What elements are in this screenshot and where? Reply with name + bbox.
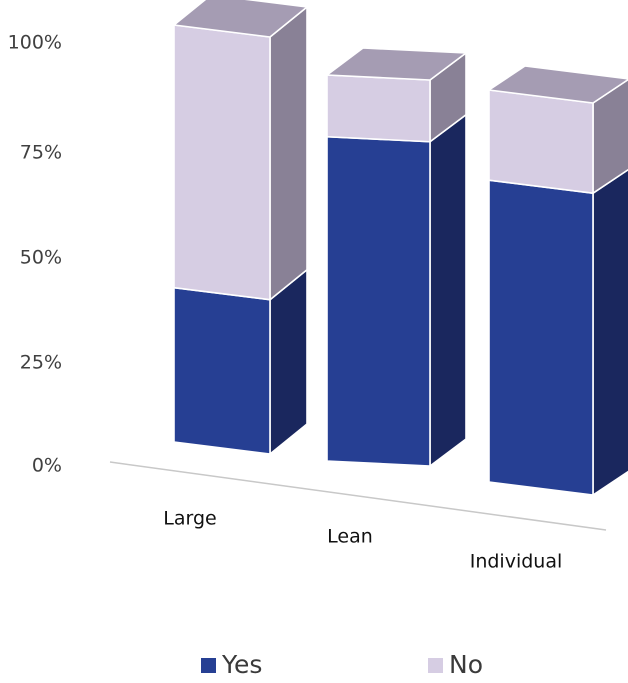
bar-segment-no-individual (488, 65, 628, 194)
y-axis: 0% 25% 50% 75% 100% (8, 32, 62, 477)
bar-segment-yes-lean (326, 113, 467, 467)
bar-large (173, 0, 308, 455)
floor-line (109, 461, 607, 531)
bar-side-face (269, 268, 308, 455)
category-label-individual: Individual (470, 551, 563, 573)
bar-segment-yes-large (173, 268, 308, 455)
bar-individual (488, 65, 628, 496)
bar-lean (326, 47, 467, 467)
y-tick-label: 50% (20, 247, 62, 269)
bar-side-face (269, 6, 308, 301)
y-tick-label: 100% (8, 32, 62, 54)
bar-front-face (488, 179, 594, 496)
legend-label: No (449, 650, 483, 679)
legend-item-no: No (428, 650, 483, 679)
y-tick-label: 75% (20, 142, 62, 164)
x-axis: Large Lean Individual (163, 508, 562, 573)
bar-front-face (173, 24, 271, 301)
bar-side-face (592, 168, 628, 496)
bars (173, 0, 628, 496)
legend-label: Yes (221, 650, 262, 679)
bar-front-face (488, 89, 594, 194)
bar-side-face (429, 113, 467, 467)
legend: Yes No (201, 650, 483, 679)
bar-segment-no-lean (326, 47, 467, 143)
bar-segment-yes-individual (488, 168, 628, 496)
legend-swatch (428, 658, 443, 673)
bar-top-face (326, 47, 467, 81)
category-label-lean: Lean (327, 526, 373, 548)
legend-item-yes: Yes (201, 650, 262, 679)
bar-front-face (326, 74, 431, 143)
legend-swatch (201, 658, 216, 673)
category-label-large: Large (163, 508, 216, 530)
y-tick-label: 0% (32, 455, 62, 477)
bar-segment-no-large (173, 0, 308, 301)
bar-top-face (173, 0, 308, 38)
bar-top-face (488, 65, 628, 104)
bar-front-face (326, 135, 431, 467)
y-tick-label: 25% (20, 352, 62, 374)
bar-front-face (173, 286, 271, 455)
